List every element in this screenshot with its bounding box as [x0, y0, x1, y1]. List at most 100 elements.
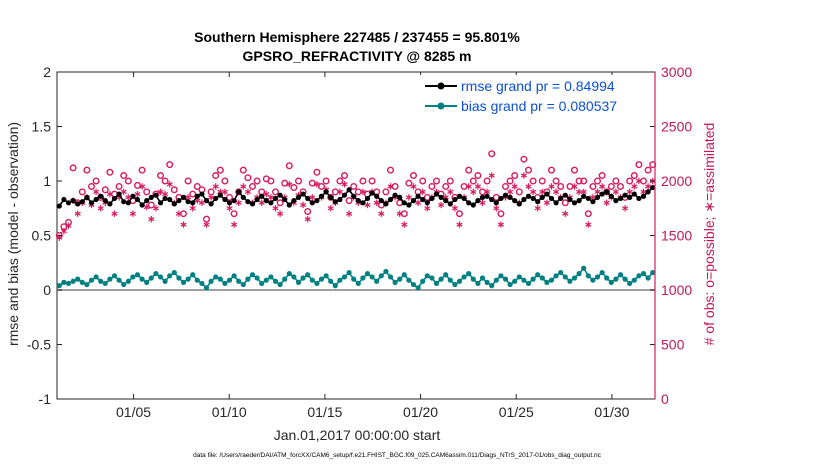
assimilated-marker-stroke [626, 189, 633, 195]
rmse-point [553, 200, 559, 206]
rmse-point [608, 193, 614, 199]
assimilated-count-marker [594, 188, 601, 196]
assimilated-count-marker [626, 188, 633, 196]
bias-point [208, 278, 214, 284]
y-right-tick-label: 1500 [661, 228, 692, 244]
assimilated-marker-stroke [525, 184, 532, 189]
bias-point [650, 269, 656, 276]
assimilated-marker-stroke [212, 184, 219, 189]
assimilated-marker-stroke [530, 189, 537, 195]
bias-point [470, 276, 476, 282]
assimilated-marker-stroke [387, 184, 394, 189]
bias-point [176, 275, 182, 281]
rmse-point [341, 192, 348, 198]
assimilated-count-marker [488, 172, 495, 179]
bias-point [475, 280, 481, 287]
possible-count-marker [138, 166, 146, 174]
bias-point [116, 277, 122, 283]
assimilated-marker-stroke [336, 189, 343, 195]
assimilated-marker-stroke [571, 184, 578, 189]
possible-count-marker [212, 172, 220, 180]
rmse-point [502, 192, 509, 198]
assimilated-count-marker [645, 183, 652, 190]
bias-point [61, 279, 67, 285]
assimilated-count-marker [603, 199, 610, 206]
bias-point [585, 273, 591, 279]
possible-count-marker [87, 182, 95, 190]
assimilated-count-marker [111, 210, 118, 217]
bias-point [576, 271, 582, 277]
rmse-point [245, 199, 251, 205]
bias-point [125, 278, 131, 284]
bias-point [631, 277, 637, 283]
rmse-point [236, 189, 242, 195]
possible-count-marker [295, 177, 303, 185]
assimilated-count-marker [470, 188, 477, 196]
possible-count-marker [143, 188, 151, 196]
x-axis-label: Jan.01,2017 00:00:00 start [274, 427, 441, 443]
x-tick-label: 01/30 [594, 404, 629, 420]
rmse-point [530, 195, 536, 202]
chart-title-line1: Southern Hemisphere 227485 / 237455 = 95… [194, 29, 520, 45]
assimilated-count-marker [553, 188, 560, 196]
possible-count-marker [594, 177, 602, 185]
rmse-point [452, 196, 458, 203]
assimilated-marker-stroke [267, 195, 274, 200]
bias-point [180, 279, 187, 285]
bias-point [489, 283, 495, 289]
rmse-point [157, 200, 164, 206]
assimilated-count-marker [346, 210, 353, 217]
possible-count-marker [511, 172, 519, 180]
possible-count-marker [557, 182, 565, 190]
rmse-point [139, 202, 145, 208]
rmse-point [148, 194, 154, 200]
assimilated-marker-stroke [488, 173, 495, 178]
possible-count-marker [506, 177, 514, 185]
assimilated-marker-stroke [539, 189, 546, 195]
assimilated-count-marker [166, 181, 173, 188]
possible-count-marker [561, 199, 569, 207]
assimilated-count-marker [456, 221, 463, 228]
possible-count-marker [483, 177, 491, 185]
possible-count-marker [410, 172, 418, 180]
rmse-point [627, 194, 633, 200]
assimilated-marker-stroke [272, 206, 279, 211]
assimilated-count-marker [203, 221, 210, 228]
rmse-point [604, 189, 610, 195]
y-right-tick-label: 0 [661, 391, 669, 407]
rmse-point [576, 198, 582, 204]
rmse-point [438, 194, 444, 200]
rmse-point [190, 200, 196, 206]
assimilated-marker-stroke [520, 173, 527, 178]
assimilated-count-marker [474, 183, 481, 190]
possible-count-marker [322, 177, 330, 185]
rmse-point [98, 193, 104, 199]
y-left-tick-label: -0.5 [27, 337, 51, 353]
possible-count-marker [644, 166, 652, 174]
rmse-point [318, 193, 325, 199]
bias-point [93, 274, 99, 280]
possible-count-marker [515, 188, 523, 196]
bias-point [213, 274, 219, 280]
rmse-point [590, 199, 596, 205]
bias-point [512, 278, 518, 284]
possible-count-marker [285, 162, 293, 170]
bias-point [268, 274, 274, 280]
possible-count-marker [428, 182, 436, 190]
assimilated-count-marker [539, 188, 546, 196]
rmse-point [599, 191, 605, 197]
bias-point [295, 279, 302, 285]
assimilated-marker-stroke [497, 222, 504, 227]
bias-point [484, 279, 490, 285]
assimilated-marker-stroke [405, 195, 412, 200]
possible-count-marker [488, 150, 496, 158]
rmse-point [305, 195, 311, 202]
assimilated-count-marker [231, 221, 238, 228]
rmse-point [79, 199, 85, 205]
rmse-point [185, 199, 191, 205]
rmse-point [585, 195, 591, 202]
assimilated-count-marker [511, 183, 518, 190]
assimilated-count-marker [175, 210, 182, 217]
assimilated-count-marker [198, 199, 205, 206]
possible-count-marker [276, 199, 284, 207]
